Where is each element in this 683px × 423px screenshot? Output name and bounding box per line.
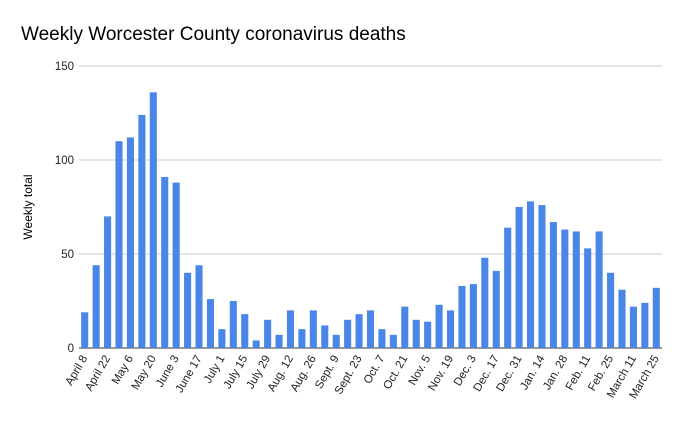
bar-4 xyxy=(126,137,134,348)
y-axis-ticks: 0 50 100 150 xyxy=(55,61,74,355)
bar-23 xyxy=(344,319,352,348)
bar-24 xyxy=(355,314,363,348)
bar-2 xyxy=(104,216,112,348)
bar-36 xyxy=(492,270,500,348)
bar-17 xyxy=(275,334,283,348)
bar-0 xyxy=(81,312,89,348)
bar-13 xyxy=(229,301,237,348)
bar-37 xyxy=(504,227,512,348)
bar-18 xyxy=(286,310,295,348)
bar-41 xyxy=(549,222,557,348)
bar-21 xyxy=(321,325,329,348)
bar-39 xyxy=(526,201,535,348)
bar-25 xyxy=(366,310,375,348)
bar-34 xyxy=(469,284,477,348)
bar-48 xyxy=(629,306,637,348)
bar-30 xyxy=(424,321,432,348)
bar-19 xyxy=(298,329,306,348)
bar-12 xyxy=(218,329,226,348)
bar-32 xyxy=(446,310,455,348)
y-tick-label: 100 xyxy=(55,155,74,167)
bar-42 xyxy=(561,229,569,348)
bar-8 xyxy=(172,182,180,348)
bar-15 xyxy=(252,340,260,348)
bar-20 xyxy=(309,310,317,348)
bar-9 xyxy=(184,272,192,348)
bar-31 xyxy=(435,304,443,348)
bar-16 xyxy=(264,319,272,348)
bar-47 xyxy=(618,289,626,348)
y-tick-label: 0 xyxy=(68,343,74,355)
bar-43 xyxy=(572,231,580,348)
bar-5 xyxy=(138,114,146,348)
bar-40 xyxy=(538,205,546,348)
bar-50 xyxy=(652,287,660,348)
bar-46 xyxy=(607,272,615,348)
bar-35 xyxy=(481,257,489,348)
bar-26 xyxy=(378,329,386,348)
y-tick-label: 50 xyxy=(61,249,74,261)
y-tick-label: 150 xyxy=(55,61,74,73)
bar-7 xyxy=(161,176,169,348)
bar-3 xyxy=(115,141,123,348)
bar-33 xyxy=(458,285,466,348)
bar-14 xyxy=(241,314,249,348)
bars xyxy=(81,92,660,348)
bar-1 xyxy=(92,265,100,348)
bar-27 xyxy=(389,334,397,348)
bar-28 xyxy=(401,306,409,348)
bar-44 xyxy=(584,248,592,348)
bar-29 xyxy=(412,319,420,348)
bar-11 xyxy=(206,299,215,348)
bar-45 xyxy=(595,231,603,348)
bar-10 xyxy=(195,265,203,348)
bar-22 xyxy=(332,334,340,348)
bar-6 xyxy=(149,92,157,348)
bar-38 xyxy=(515,207,523,348)
chart-title: Weekly Worcester County coronavirus deat… xyxy=(21,24,406,45)
bar-49 xyxy=(641,302,649,348)
y-axis-label: Weekly total xyxy=(21,174,35,239)
